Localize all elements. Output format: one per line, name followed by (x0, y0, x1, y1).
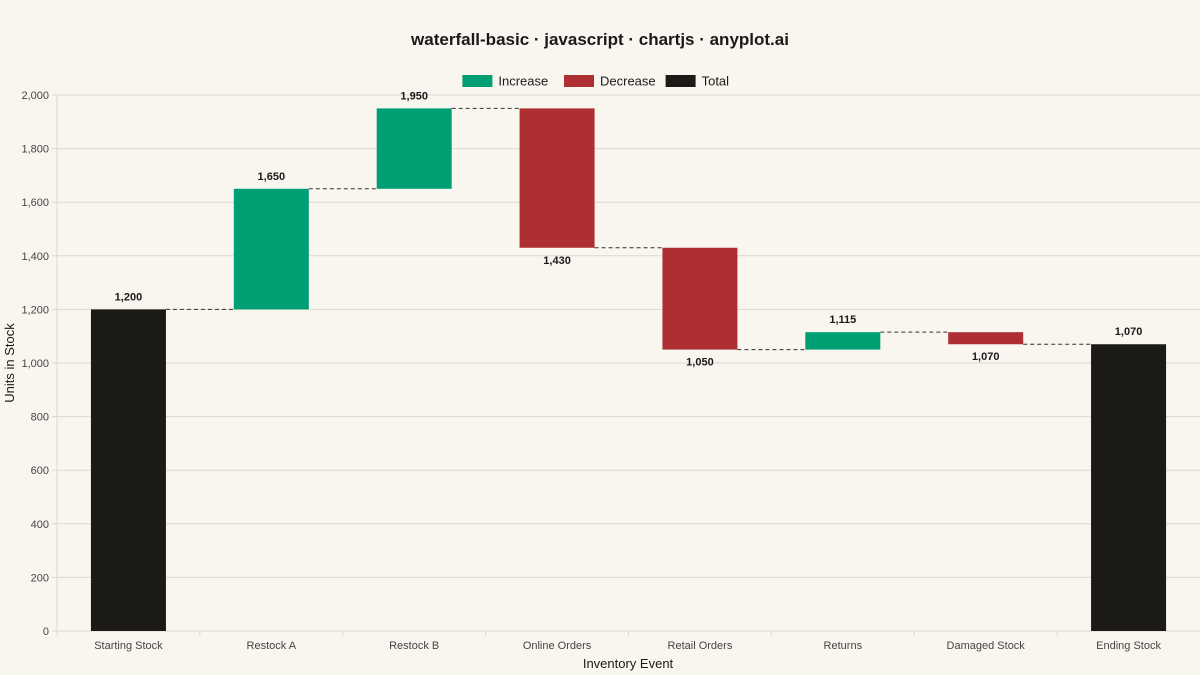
connectors (165, 107, 1092, 351)
y-tick-label: 600 (31, 465, 49, 477)
bar-total (90, 309, 166, 631)
legend-label: Increase (498, 74, 548, 89)
y-tick-label: 200 (31, 572, 49, 584)
legend-swatch (665, 75, 696, 87)
legend-label: Decrease (600, 74, 656, 89)
x-tick-label: Online Orders (523, 640, 592, 652)
x-tick-label: Restock B (389, 640, 439, 652)
data-label: 1,430 (543, 255, 571, 267)
x-tick-label: Starting Stock (94, 640, 163, 652)
bars (90, 108, 1167, 631)
bar-increase (233, 188, 309, 310)
bar-increase (805, 332, 881, 350)
x-tick-label: Retail Orders (668, 640, 733, 652)
y-tick-label: 1,800 (21, 144, 49, 156)
x-axis-ticks: Starting Stock Restock A Restock B Online O… (94, 640, 1161, 652)
grid-lines (52, 94, 1200, 636)
data-label: 1,115 (829, 314, 856, 326)
x-tick-label: Returns (824, 640, 863, 652)
data-label: 1,200 (115, 291, 143, 303)
y-axis-title: Units in Stock (2, 323, 17, 403)
y-tick-label: 2,000 (21, 90, 49, 102)
x-axis-title: Inventory Event (583, 656, 674, 671)
data-label: 1,070 (972, 351, 1000, 363)
data-label: 1,050 (686, 357, 714, 369)
legend-label: Total (702, 74, 730, 89)
y-tick-label: 1,000 (21, 358, 49, 370)
data-label: 1,070 (1115, 326, 1143, 338)
bar-decrease (519, 108, 595, 248)
bar-decrease (662, 247, 738, 350)
legend-swatch (462, 75, 493, 87)
y-tick-label: 1,400 (21, 251, 49, 263)
bar-decrease (948, 332, 1024, 345)
data-labels: 1,200 1,650 1,950 1,430 1,050 1,115 1,070 1,070 (115, 90, 1143, 368)
y-tick-label: 1,200 (21, 304, 49, 316)
y-axis-ticks: 0 200 400 600 800 1,000 1,200 1,400 1,600 1,800 2,… (21, 90, 49, 638)
y-tick-label: 0 (43, 626, 49, 638)
legend: Increase Decrease Total (462, 74, 729, 89)
x-tick-label: Restock A (247, 640, 297, 652)
data-label: 1,650 (258, 171, 286, 183)
y-tick-label: 400 (31, 519, 49, 531)
x-tick-label: Damaged Stock (947, 640, 1026, 652)
chart-title: waterfall-basic · javascript · chartjs ·… (410, 30, 789, 49)
bar-increase (376, 108, 452, 189)
y-tick-label: 1,600 (21, 197, 49, 209)
x-tick-label: Ending Stock (1096, 640, 1161, 652)
data-label: 1,950 (400, 90, 428, 102)
bar-total (1091, 344, 1167, 631)
legend-swatch (564, 75, 594, 87)
y-tick-label: 800 (31, 412, 49, 424)
